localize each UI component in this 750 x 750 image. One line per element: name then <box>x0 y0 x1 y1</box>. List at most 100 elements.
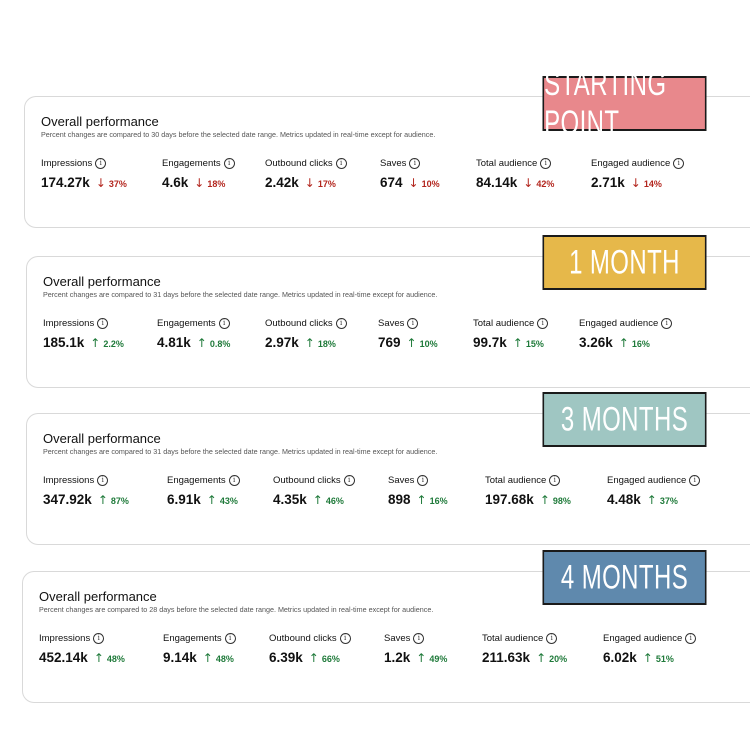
metric-label: Outbound clicks <box>265 158 333 169</box>
panel-title: Overall performance <box>43 431 161 446</box>
metric-total-audience[interactable]: Total audience i 211.63k ↑ 20% <box>482 633 567 665</box>
metric-impressions[interactable]: Impressions i 452.14k ↑ 48% <box>39 633 125 665</box>
arrow-up-icon: ↑ <box>536 651 547 665</box>
info-icon[interactable]: i <box>218 318 230 329</box>
metric-change: 48% <box>215 654 234 664</box>
info-icon[interactable]: i <box>335 318 347 329</box>
metric-label: Impressions <box>41 158 93 169</box>
stamp-3-months: 3 MONTHS <box>542 392 707 447</box>
metric-saves[interactable]: Saves i 674 ↓ 10% <box>380 158 440 190</box>
info-icon[interactable]: i <box>339 633 351 644</box>
arrow-up-icon: ↑ <box>196 336 207 350</box>
metric-value: 674 <box>380 175 403 190</box>
arrow-down-icon: ↓ <box>523 176 534 190</box>
metric-change: 51% <box>655 654 674 664</box>
metric-outbound-clicks[interactable]: Outbound clicks i 4.35k ↑ 46% <box>273 475 355 507</box>
metric-change: 20% <box>549 654 568 664</box>
metric-label: Total audience <box>476 158 538 169</box>
metric-value: 769 <box>378 335 401 350</box>
info-icon[interactable]: i <box>549 475 561 486</box>
metric-value: 4.35k <box>273 492 307 507</box>
info-icon[interactable]: i <box>335 158 347 169</box>
info-icon[interactable]: i <box>93 633 105 644</box>
metric-saves[interactable]: Saves i 1.2k ↑ 49% <box>384 633 447 665</box>
metric-change: 48% <box>106 654 125 664</box>
info-icon[interactable]: i <box>413 633 425 644</box>
info-icon[interactable]: i <box>97 475 109 486</box>
metric-engagements[interactable]: Engagements i 4.6k ↓ 18% <box>162 158 235 190</box>
info-icon[interactable]: i <box>417 475 429 486</box>
metric-label: Engagements <box>163 633 222 644</box>
metric-value: 6.02k <box>603 650 637 665</box>
info-icon[interactable]: i <box>223 158 235 169</box>
info-icon[interactable]: i <box>407 318 419 329</box>
metric-label: Engaged audience <box>607 475 687 486</box>
stamp-label: 1 MONTH <box>569 242 680 281</box>
metric-value: 1.2k <box>384 650 411 665</box>
metric-change: 37% <box>659 496 678 506</box>
panel-subtitle: Percent changes are compared to 30 days … <box>41 130 436 139</box>
metric-total-audience[interactable]: Total audience i 99.7k ↑ 15% <box>473 318 549 350</box>
metric-total-audience[interactable]: Total audience i 84.14k ↓ 42% <box>476 158 554 190</box>
metric-engagements[interactable]: Engagements i 6.91k ↑ 43% <box>167 475 240 507</box>
info-icon[interactable]: i <box>546 633 558 644</box>
metric-value: 2.97k <box>265 335 299 350</box>
metric-engagements[interactable]: Engagements i 4.81k ↑ 0.8% <box>157 318 230 350</box>
metric-change: 98% <box>552 496 571 506</box>
info-icon[interactable]: i <box>661 318 673 329</box>
info-icon[interactable]: i <box>224 633 236 644</box>
stamp-label: STARTING POINT <box>544 64 667 142</box>
arrow-up-icon: ↑ <box>206 493 217 507</box>
metric-change: 14% <box>643 179 662 189</box>
metric-value: 4.81k <box>157 335 191 350</box>
metric-label: Engaged audience <box>579 318 659 329</box>
metric-engaged-audience[interactable]: Engaged audience i 2.71k ↓ 14% <box>591 158 685 190</box>
metric-engagements[interactable]: Engagements i 9.14k ↑ 48% <box>163 633 236 665</box>
info-icon[interactable]: i <box>540 158 552 169</box>
metric-change: 87% <box>110 496 129 506</box>
info-icon[interactable]: i <box>228 475 240 486</box>
info-icon[interactable]: i <box>685 633 697 644</box>
arrow-up-icon: ↑ <box>416 493 427 507</box>
metric-impressions[interactable]: Impressions i 174.27k ↓ 37% <box>41 158 127 190</box>
info-icon[interactable]: i <box>97 318 109 329</box>
metric-value: 2.71k <box>591 175 625 190</box>
metric-outbound-clicks[interactable]: Outbound clicks i 2.42k ↓ 17% <box>265 158 347 190</box>
metric-change: 15% <box>525 339 544 349</box>
metric-change: 43% <box>219 496 238 506</box>
metric-value: 211.63k <box>482 650 531 665</box>
metric-value: 197.68k <box>485 492 534 507</box>
metric-outbound-clicks[interactable]: Outbound clicks i 2.97k ↑ 18% <box>265 318 347 350</box>
metric-engaged-audience[interactable]: Engaged audience i 4.48k ↑ 37% <box>607 475 701 507</box>
metric-saves[interactable]: Saves i 769 ↑ 10% <box>378 318 438 350</box>
metric-change: 10% <box>419 339 438 349</box>
stamp-1-month: 1 MONTH <box>542 235 707 290</box>
arrow-down-icon: ↓ <box>408 176 419 190</box>
arrow-up-icon: ↑ <box>97 493 108 507</box>
metric-outbound-clicks[interactable]: Outbound clicks i 6.39k ↑ 66% <box>269 633 351 665</box>
metric-saves[interactable]: Saves i 898 ↑ 16% <box>388 475 448 507</box>
metric-value: 4.6k <box>162 175 189 190</box>
metric-impressions[interactable]: Impressions i 347.92k ↑ 87% <box>43 475 129 507</box>
stamp-label: 3 MONTHS <box>560 399 689 438</box>
metric-engaged-audience[interactable]: Engaged audience i 6.02k ↑ 51% <box>603 633 697 665</box>
arrow-up-icon: ↑ <box>93 651 104 665</box>
arrow-up-icon: ↑ <box>202 651 213 665</box>
metric-label: Engagements <box>157 318 216 329</box>
arrow-up-icon: ↑ <box>642 651 653 665</box>
info-icon[interactable]: i <box>95 158 107 169</box>
info-icon[interactable]: i <box>537 318 549 329</box>
info-icon[interactable]: i <box>409 158 421 169</box>
metric-engaged-audience[interactable]: Engaged audience i 3.26k ↑ 16% <box>579 318 673 350</box>
metric-value: 84.14k <box>476 175 518 190</box>
info-icon[interactable]: i <box>343 475 355 486</box>
metric-label: Engaged audience <box>591 158 671 169</box>
metric-total-audience[interactable]: Total audience i 197.68k ↑ 98% <box>485 475 571 507</box>
metric-value: 3.26k <box>579 335 613 350</box>
metric-change: 46% <box>325 496 344 506</box>
panel-subtitle: Percent changes are compared to 31 days … <box>43 447 438 456</box>
metric-value: 898 <box>388 492 411 507</box>
info-icon[interactable]: i <box>689 475 701 486</box>
info-icon[interactable]: i <box>673 158 685 169</box>
metric-impressions[interactable]: Impressions i 185.1k ↑ 2.2% <box>43 318 124 350</box>
